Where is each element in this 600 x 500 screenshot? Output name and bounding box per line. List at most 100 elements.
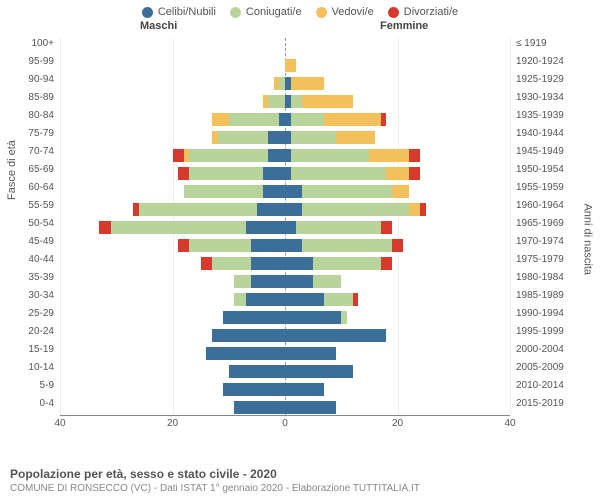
birth-year-label: 2005-2009 <box>516 362 564 373</box>
age-label: 75-79 <box>28 128 54 139</box>
bar-segment-vedovi <box>386 167 409 180</box>
plot-area: 100+≤ 191995-991920-192490-941925-192985… <box>60 38 510 416</box>
bar-segment-celibi <box>285 329 386 342</box>
bar-segment-coniugati <box>302 203 409 216</box>
age-label: 55-59 <box>28 200 54 211</box>
bar-segment-celibi <box>285 239 302 252</box>
bar-segment-divorziati <box>392 239 403 252</box>
male-bar <box>60 344 285 362</box>
female-bar <box>285 290 510 308</box>
bar-segment-coniugati <box>184 185 263 198</box>
birth-year-label: 1990-1994 <box>516 308 564 319</box>
bar-segment-coniugati <box>291 95 302 108</box>
bar-segment-coniugati <box>189 239 251 252</box>
bar-segment-celibi <box>251 257 285 270</box>
bar-segment-celibi <box>285 221 296 234</box>
x-tick: 20 <box>167 418 178 429</box>
male-bar <box>60 254 285 272</box>
pyramid-row: 90-941925-1929 <box>60 74 510 92</box>
female-bar <box>285 200 510 218</box>
birth-year-label: ≤ 1919 <box>516 38 547 49</box>
birth-year-label: 1995-1999 <box>516 326 564 337</box>
bar-segment-divorziati <box>178 167 189 180</box>
female-bar <box>285 326 510 344</box>
pyramid-row: 25-291990-1994 <box>60 308 510 326</box>
bar-segment-coniugati <box>313 257 381 270</box>
pyramid-row: 15-192000-2004 <box>60 344 510 362</box>
bar-segment-celibi <box>234 401 285 414</box>
pyramid-row: 65-691950-1954 <box>60 164 510 182</box>
bar-segment-divorziati <box>353 293 359 306</box>
male-bar <box>60 74 285 92</box>
bar-segment-coniugati <box>324 293 352 306</box>
legend-item: Vedovi/e <box>316 6 374 18</box>
yaxis-right-title: Anni di nascita <box>582 203 594 275</box>
male-bar <box>60 200 285 218</box>
bar-segment-celibi <box>285 203 302 216</box>
birth-year-label: 1925-1929 <box>516 74 564 85</box>
pyramid-row: 60-641955-1959 <box>60 182 510 200</box>
bar-segment-coniugati <box>139 203 257 216</box>
bar-segment-celibi <box>223 383 285 396</box>
male-bar <box>60 398 285 416</box>
bar-segment-coniugati <box>189 167 262 180</box>
male-bar <box>60 164 285 182</box>
birth-year-label: 1920-1924 <box>516 56 564 67</box>
male-bar <box>60 56 285 74</box>
male-bar <box>60 272 285 290</box>
chart-title: Popolazione per età, sesso e stato civil… <box>10 467 420 481</box>
bar-segment-coniugati <box>302 185 392 198</box>
bar-segment-celibi <box>246 221 285 234</box>
male-bar <box>60 38 285 56</box>
pyramid-row: 45-491970-1974 <box>60 236 510 254</box>
bar-segment-celibi <box>246 293 285 306</box>
female-bar <box>285 308 510 326</box>
age-label: 50-54 <box>28 218 54 229</box>
pyramid-row: 85-891930-1934 <box>60 92 510 110</box>
age-label: 45-49 <box>28 236 54 247</box>
birth-year-label: 1965-1969 <box>516 218 564 229</box>
male-bar <box>60 92 285 110</box>
pyramid-row: 30-341985-1989 <box>60 290 510 308</box>
legend-item: Divorziati/e <box>388 6 458 18</box>
grid-line <box>510 38 511 415</box>
male-bar <box>60 362 285 380</box>
age-label: 70-74 <box>28 146 54 157</box>
age-label: 35-39 <box>28 272 54 283</box>
female-bar <box>285 380 510 398</box>
pyramid-row: 95-991920-1924 <box>60 56 510 74</box>
bar-segment-divorziati <box>409 149 420 162</box>
bar-segment-vedovi <box>285 59 296 72</box>
legend-label: Coniugati/e <box>246 6 302 18</box>
bar-segment-celibi <box>285 257 313 270</box>
x-tick: 20 <box>392 418 403 429</box>
yaxis-left-title: Fasce di età <box>6 140 18 200</box>
birth-year-label: 1950-1954 <box>516 164 564 175</box>
bar-segment-celibi <box>223 311 285 324</box>
legend-swatch <box>230 7 241 18</box>
bar-segment-coniugati <box>291 113 325 126</box>
bar-segment-coniugati <box>218 131 269 144</box>
female-bar <box>285 128 510 146</box>
pyramid-row: 35-391980-1984 <box>60 272 510 290</box>
legend-item: Coniugati/e <box>230 6 302 18</box>
bar-segment-vedovi <box>302 95 353 108</box>
bar-segment-celibi <box>285 275 313 288</box>
bar-segment-coniugati <box>291 131 336 144</box>
bar-segment-vedovi <box>392 185 409 198</box>
bar-segment-coniugati <box>268 95 285 108</box>
bar-segment-divorziati <box>381 113 387 126</box>
bar-segment-vedovi <box>324 113 380 126</box>
female-bar <box>285 146 510 164</box>
birth-year-label: 1935-1939 <box>516 110 564 121</box>
bar-segment-coniugati <box>313 275 341 288</box>
bar-segment-coniugati <box>229 113 280 126</box>
age-label: 25-29 <box>28 308 54 319</box>
female-bar <box>285 218 510 236</box>
female-bar <box>285 398 510 416</box>
bar-segment-celibi <box>268 149 285 162</box>
birth-year-label: 1970-1974 <box>516 236 564 247</box>
female-bar <box>285 272 510 290</box>
bar-segment-celibi <box>229 365 285 378</box>
legend-label: Celibi/Nubili <box>158 6 216 18</box>
